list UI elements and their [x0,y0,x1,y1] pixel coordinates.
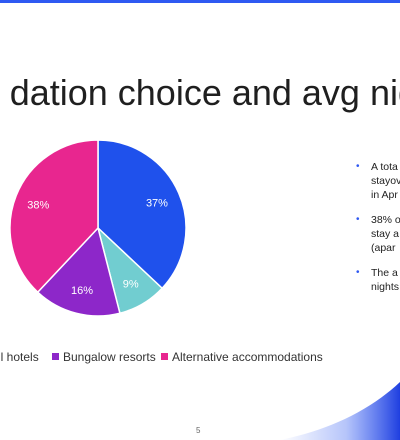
bullet-dot: • [356,161,360,172]
bullet-dot: • [356,214,360,225]
legend-item-alternative-accommodations: Alternative accommodations [161,349,323,365]
page-number: 5 [196,426,201,435]
pie-slice-label-0: 37% [146,197,168,209]
bullet-line: in Apr [371,189,398,201]
legend-swatch-alternative [161,353,168,360]
pie-slice-label-3: 38% [27,199,49,211]
legend-label-bungalow: Bungalow resorts [63,350,156,364]
chart-legend: ll hotels Bungalow resorts Alternative a… [0,349,400,367]
bullet-item: • The a nights [356,266,400,294]
pie-slice-label-1: 9% [123,278,139,290]
legend-label-alternative: Alternative accommodations [172,350,323,364]
bullet-line: A tota [371,161,398,173]
pie-slice-0 [97,140,187,290]
bullet-dot: • [356,267,360,278]
corner-swoosh-decoration [280,382,400,440]
legend-swatch-bungalow [52,353,59,360]
pie-slice-2 [36,226,121,317]
bullet-line: 38% o [371,214,400,226]
legend-label-hotels: ll hotels [0,350,39,364]
bullet-line: stayov [371,175,400,187]
bullet-line: The a [371,267,398,279]
top-accent-bar [0,0,400,3]
pie-slice-label-2: 16% [71,285,93,297]
pie-slice-3 [9,140,99,294]
bullet-item: • A tota stayov in Apr [356,160,400,202]
legend-item-hotels: ll hotels [0,349,39,365]
slide-title-clip: dation choice and avg nig [0,70,400,120]
corner-swoosh-shape [280,382,400,440]
bullet-item: • 38% o stay a (apar [356,213,400,255]
bullet-line: nights [371,281,400,293]
bullet-line: (apar [371,242,396,254]
legend-item-bungalow-resorts: Bungalow resorts [52,349,156,365]
slide-title: dation choice and avg nig [9,72,400,113]
pie-chart: 37% 9% 16% 38% [9,140,187,317]
bullet-list: • A tota stayov in Apr • 38% o stay a (a… [356,160,400,305]
bullet-line: stay a [371,228,400,240]
